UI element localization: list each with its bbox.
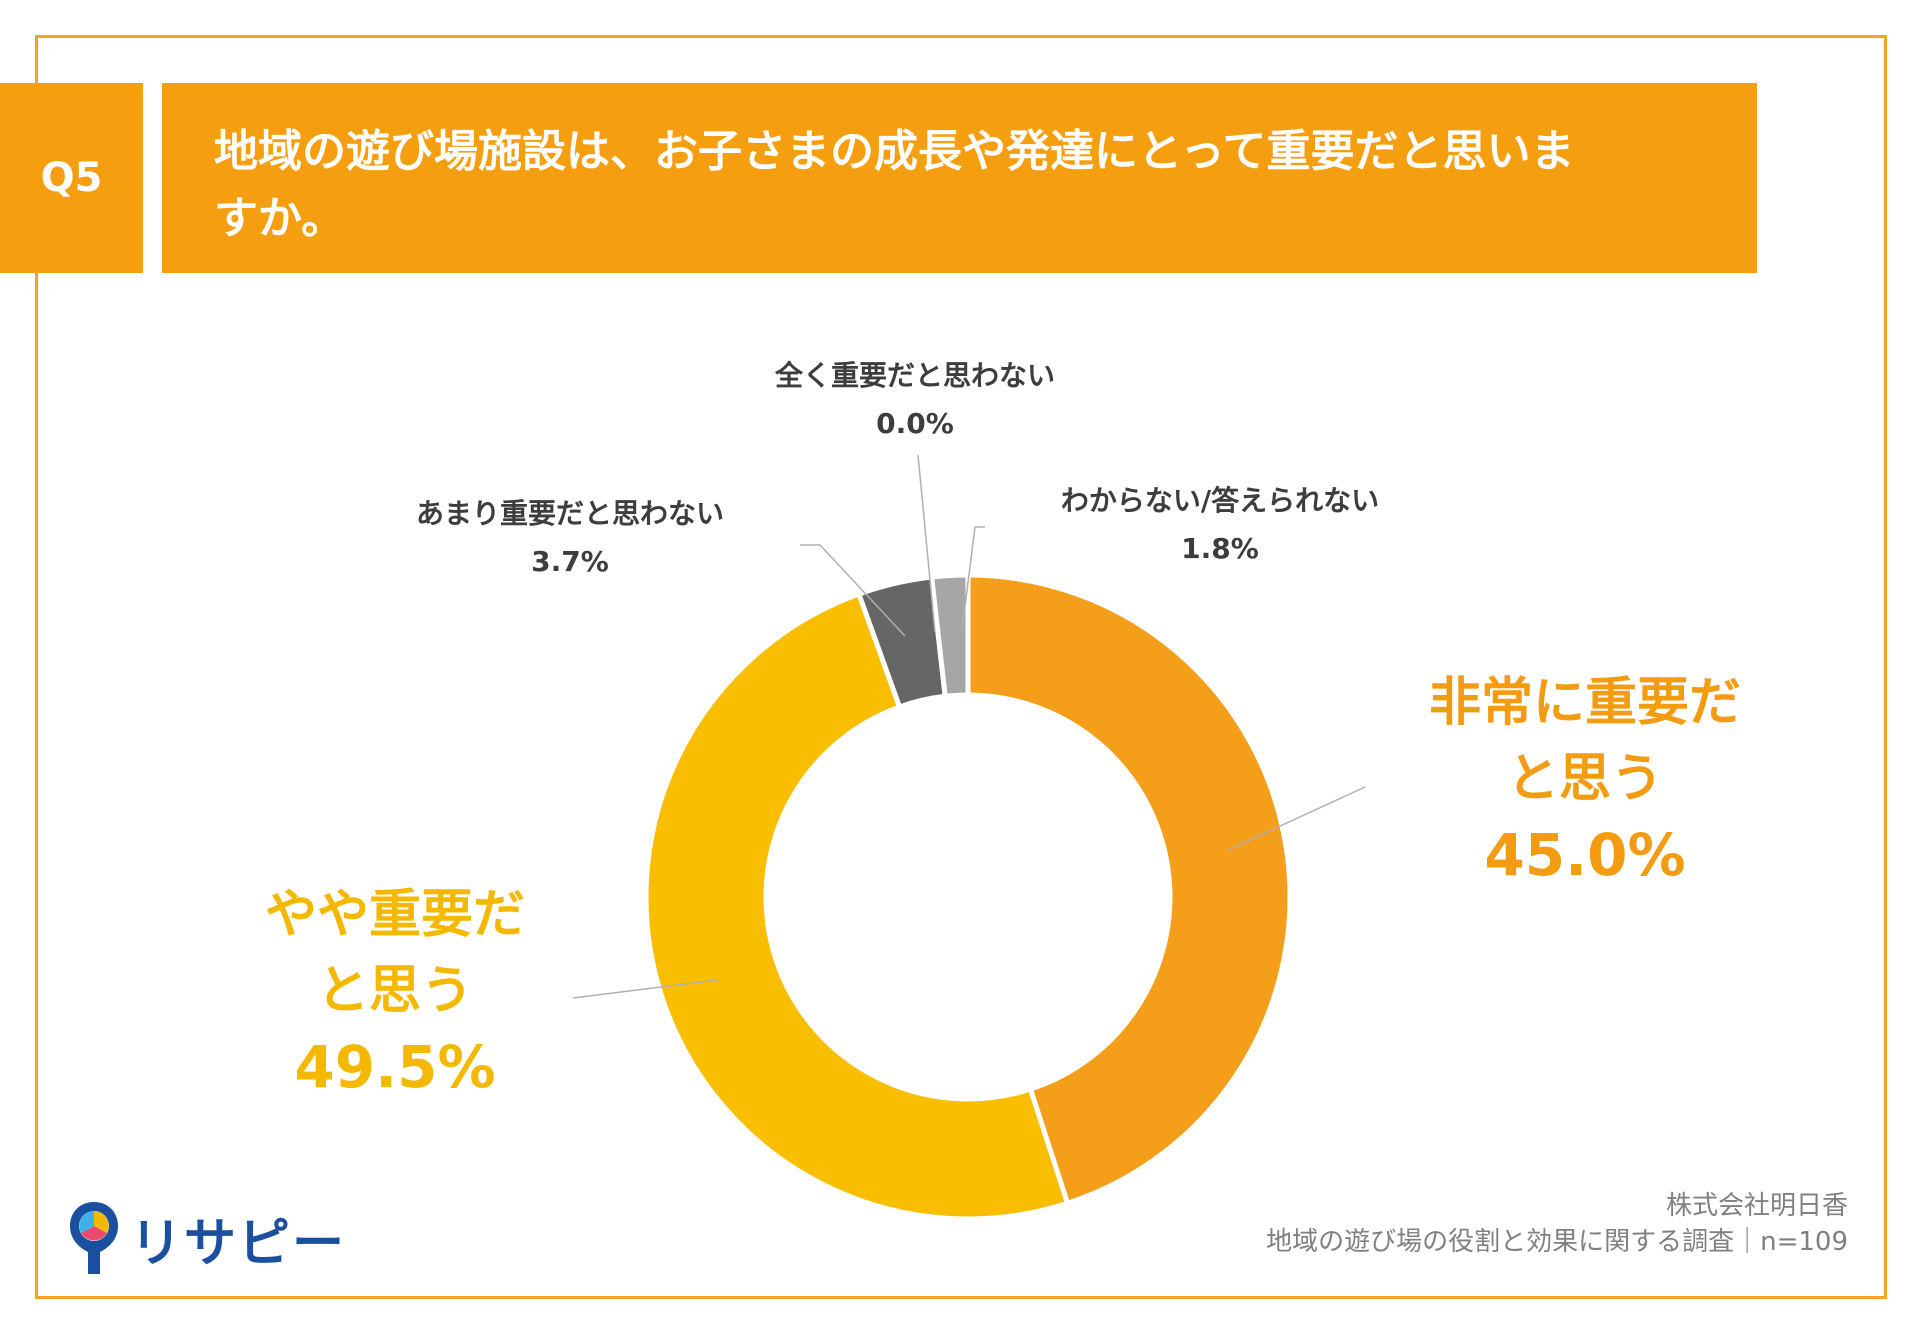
slice-label-dont-know: わからない/答えられない 1.8% xyxy=(990,477,1450,573)
source-company: 株式会社明日香 xyxy=(1665,1191,1848,1221)
value-not-very-important: 3.7% xyxy=(531,545,609,578)
label-not-very-important: あまり重要だと思わない xyxy=(415,497,724,530)
slice-very-important xyxy=(965,572,1293,1207)
question-title: 地域の遊び場施設は、お子さまの成長や発達にとって重要だと思いますか。 xyxy=(214,126,1575,244)
question-number: Q5 xyxy=(40,155,103,201)
value-very-important: 45.0% xyxy=(1484,821,1686,889)
slice-somewhat-important xyxy=(643,590,1071,1222)
slice-label-somewhat-important: やや重要だ と思う 49.5% xyxy=(210,877,580,1105)
leader-line-very-important xyxy=(1227,786,1366,851)
label-very-important-line2: と思う xyxy=(1506,749,1663,809)
leader-line-somewhat-important xyxy=(572,979,719,999)
source-note: 株式会社明日香 地域の遊び場の役割と効果に関する調査｜n=109 xyxy=(1266,1188,1848,1260)
slice-label-not-very-important: あまり重要だと思わない 3.7% xyxy=(355,490,785,586)
question-badge: Q5 xyxy=(0,83,143,273)
label-somewhat-important-line2: と思う xyxy=(316,961,473,1021)
leader-line-not-at-all xyxy=(917,454,936,633)
label-not-at-all: 全く重要だと思わない xyxy=(774,359,1055,392)
logo-text: リサピー xyxy=(130,1213,347,1274)
chart-frame xyxy=(35,35,1887,1299)
value-dont-know: 1.8% xyxy=(1181,532,1259,565)
slice-label-very-important: 非常に重要だ と思う 45.0% xyxy=(1390,665,1780,893)
value-not-at-all: 0.0% xyxy=(876,407,954,440)
label-somewhat-important-line1: やや重要だ xyxy=(264,885,525,945)
logo: リサピー xyxy=(68,1200,346,1276)
leader-line-not-very-important xyxy=(800,544,906,637)
slice-label-not-at-all: 全く重要だと思わない 0.0% xyxy=(700,352,1130,448)
label-dont-know: わからない/答えられない xyxy=(1060,484,1380,517)
value-somewhat-important: 49.5% xyxy=(294,1033,496,1101)
source-survey: 地域の遊び場の役割と効果に関する調査｜n=109 xyxy=(1266,1227,1848,1257)
leader-line-dont-know xyxy=(961,526,985,631)
pin-icon xyxy=(70,1202,118,1274)
label-very-important-line1: 非常に重要だ xyxy=(1428,673,1741,733)
title-bar: 地域の遊び場施設は、お子さまの成長や発達にとって重要だと思いますか。 xyxy=(162,83,1757,273)
slice-dont-know xyxy=(928,572,971,700)
